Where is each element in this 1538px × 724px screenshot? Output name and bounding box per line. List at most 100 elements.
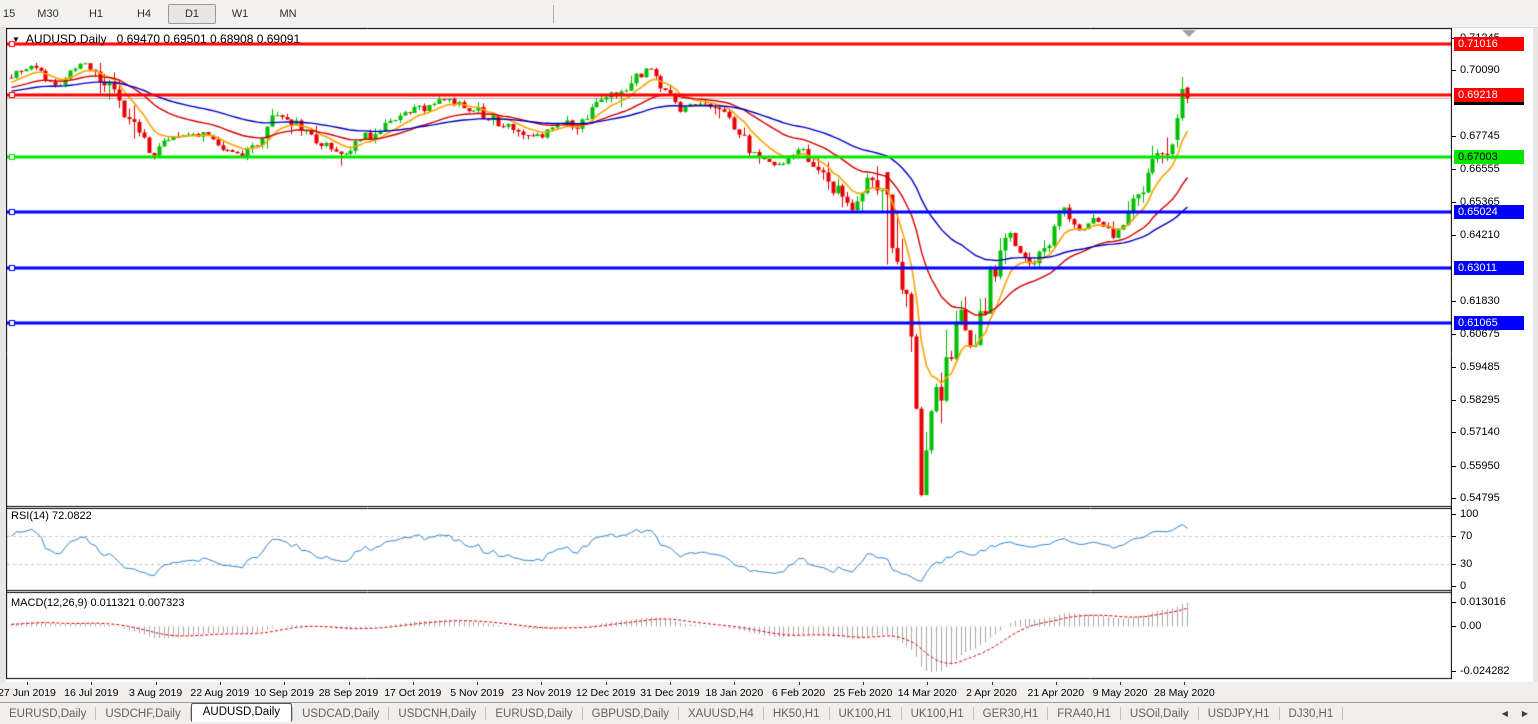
chart-ohlc-values: 0.69470 0.69501 0.68908 0.69091 — [116, 32, 301, 46]
tab-scroll-left-icon[interactable]: ◀ — [1501, 709, 1508, 718]
tab-gbpusd-daily[interactable]: GBPUSD,Daily — [591, 707, 669, 720]
date-label: 16 Jul 2019 — [64, 687, 119, 699]
date-label: 9 May 2020 — [1092, 687, 1148, 699]
date-tick — [605, 682, 607, 685]
tab-usdcnh-daily[interactable]: USDCNH,Daily — [398, 707, 477, 720]
macd-scale-label: 0.00 — [1452, 619, 1481, 633]
timeframe-button-m30[interactable]: M30 — [37, 7, 59, 20]
date-tick — [798, 682, 800, 685]
date-tick — [1120, 682, 1122, 685]
date-label: 28 May 2020 — [1154, 687, 1215, 699]
price-tick-label: 0.58295 — [1452, 393, 1500, 407]
tab-separator — [292, 707, 294, 720]
timeframe-button-h4[interactable]: H4 — [136, 7, 152, 20]
date-tick — [1055, 682, 1057, 685]
tab-separator — [1342, 707, 1344, 720]
price-tick-label: 0.64210 — [1452, 228, 1500, 242]
chart-canvas[interactable] — [6, 28, 1452, 682]
date-label: 31 Dec 2019 — [640, 687, 700, 699]
date-tick — [670, 682, 671, 685]
tab-separator — [762, 707, 764, 720]
timeframe-button-mn[interactable]: MN — [279, 7, 297, 20]
tab-usdchf-daily[interactable]: USDCHF,Daily — [105, 707, 181, 720]
tab-separator — [828, 707, 830, 720]
rsi-scale-label: 0 — [1452, 579, 1466, 593]
tab-separator — [95, 707, 97, 720]
rsi-scale-label: 70 — [1452, 529, 1472, 543]
tab-scroll-right-icon[interactable]: ▶ — [1521, 709, 1528, 718]
tab-audusd-daily[interactable]: AUDUSD,Daily — [190, 703, 293, 722]
window-left-border — [0, 28, 6, 702]
date-label: 18 Jan 2020 — [705, 687, 764, 699]
tab-separator — [581, 707, 583, 720]
date-tick — [927, 682, 929, 685]
tab-separator — [678, 707, 679, 720]
price-tick-label: 0.67745 — [1452, 129, 1500, 143]
tab-usoil-daily[interactable]: USOil,Daily — [1129, 707, 1189, 720]
date-tick — [412, 682, 414, 685]
date-tick — [991, 682, 993, 685]
date-label: 14 Mar 2020 — [897, 687, 957, 699]
macd-scale-label: -0.024282 — [1452, 664, 1510, 678]
tab-hk50-h1[interactable]: HK50,H1 — [772, 707, 820, 720]
tab-eurusd-daily[interactable]: EURUSD,Daily — [9, 707, 87, 720]
price-level-badge: 0.71016 — [1454, 37, 1524, 52]
timeframe-button-h1[interactable]: H1 — [88, 7, 104, 20]
tab-uk100-h1[interactable]: UK100,H1 — [910, 707, 964, 720]
tab-dj30-h1[interactable]: DJ30,H1 — [1288, 707, 1334, 720]
date-label: 17 Oct 2019 — [384, 687, 442, 699]
date-label: 28 Sep 2019 — [318, 687, 379, 699]
tab-separator — [1047, 707, 1049, 720]
price-level-badge: 0.69218 — [1454, 87, 1524, 102]
tab-separator — [1278, 707, 1280, 720]
date-label: 12 Dec 2019 — [575, 687, 636, 699]
date-tick — [734, 682, 736, 685]
tab-usdcad-daily[interactable]: USDCAD,Daily — [302, 707, 380, 720]
price-level-badge: 0.61065 — [1454, 315, 1524, 330]
date-label: 3 Aug 2019 — [129, 687, 183, 699]
tab-uk100-h1[interactable]: UK100,H1 — [838, 707, 892, 720]
tab-scroll-arrows: ◀ ▶ — [1502, 709, 1538, 718]
tab-separator — [1197, 707, 1199, 720]
price-tick-label: 0.66555 — [1452, 162, 1500, 176]
tab-ger30-h1[interactable]: GER30,H1 — [982, 707, 1039, 720]
price-tick-label: 0.70090 — [1452, 63, 1500, 77]
price-tick-label: 0.60675 — [1452, 327, 1500, 341]
tab-separator — [900, 707, 902, 720]
date-tick — [1184, 682, 1186, 685]
rsi-indicator-label: RSI(14) 72.0822 — [11, 510, 92, 522]
price-axis: 0.712450.700900.677450.665550.653650.642… — [1452, 28, 1533, 682]
date-tick — [284, 682, 286, 685]
timeframe-button-15[interactable]: 15 — [3, 7, 16, 20]
date-tick — [219, 682, 221, 685]
tab-separator — [388, 707, 390, 720]
tab-separator — [972, 707, 974, 720]
time-axis: 27 Jun 2019 16 Jul 2019 3 Aug 2019 22 Aug 2… — [0, 682, 1538, 702]
date-tick — [477, 682, 479, 685]
tab-xauusd-h4[interactable]: XAUUSD,H4 — [688, 707, 754, 720]
price-tick-label: 0.61830 — [1452, 294, 1500, 308]
tab-separator — [485, 707, 487, 720]
timeframe-button-w1[interactable]: W1 — [231, 7, 249, 20]
date-label: 2 Apr 2020 — [966, 687, 1017, 699]
toolbar-separator — [553, 4, 554, 23]
date-tick — [348, 682, 350, 685]
timeframe-button-d1[interactable]: D1 — [168, 3, 216, 24]
chevron-down-icon[interactable]: ▼ — [12, 35, 20, 44]
date-label: 5 Nov 2019 — [450, 687, 504, 699]
tab-eurusd-daily[interactable]: EURUSD,Daily — [495, 707, 573, 720]
date-tick — [541, 682, 543, 685]
tab-fra40-h1[interactable]: FRA40,H1 — [1057, 707, 1111, 720]
price-level-badge: 0.67003 — [1454, 149, 1524, 164]
date-label: 25 Feb 2020 — [833, 687, 893, 699]
date-tick — [862, 682, 864, 685]
date-label: 6 Feb 2020 — [772, 687, 826, 699]
date-label: 27 Jun 2019 — [0, 687, 56, 699]
date-tick — [91, 682, 93, 685]
tab-usdjpy-h1[interactable]: USDJPY,H1 — [1207, 707, 1270, 720]
window-right-border — [1533, 28, 1538, 702]
price-level-badge: 0.65024 — [1454, 204, 1524, 219]
chart-symbol-label: AUDUSD,Daily — [25, 32, 107, 46]
date-tick — [155, 682, 157, 685]
date-label: 10 Sep 2019 — [254, 687, 314, 699]
